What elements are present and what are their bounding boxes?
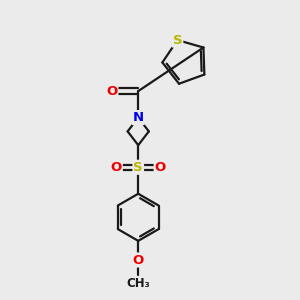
Text: S: S (134, 161, 143, 174)
Text: O: O (110, 161, 122, 174)
Text: CH₃: CH₃ (126, 277, 150, 290)
Text: S: S (173, 34, 182, 46)
Text: O: O (155, 161, 166, 174)
Text: O: O (106, 85, 117, 98)
Text: O: O (133, 254, 144, 266)
Text: N: N (133, 111, 144, 124)
